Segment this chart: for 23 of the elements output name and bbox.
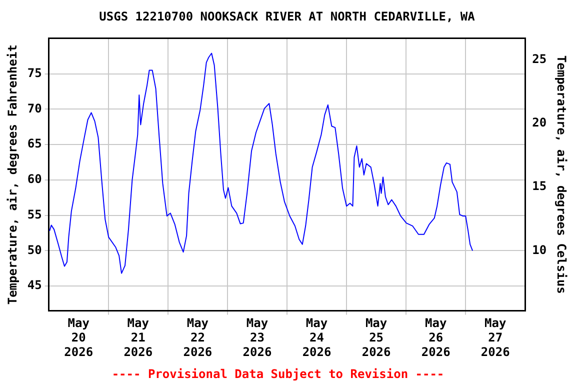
x-tick-label: May 25 2026 bbox=[362, 316, 391, 359]
y2-tick-label: 15 bbox=[532, 179, 547, 194]
chart-title: USGS 12210700 NOOKSACK RIVER AT NORTH CEDARVILLE, WA bbox=[99, 9, 476, 24]
x-tick-label: May 20 2026 bbox=[64, 316, 94, 359]
y2-tick-label: 20 bbox=[532, 115, 547, 130]
x-tick-label: May 27 2026 bbox=[480, 316, 510, 359]
x-tick-label: May 26 2026 bbox=[421, 316, 450, 359]
x-tick-label: May 21 2026 bbox=[124, 316, 153, 359]
text: ---- Provisional Data Subject to Revision ---- bbox=[112, 367, 444, 382]
y2-axis-title: Temperature, air, degrees Celsius bbox=[554, 55, 569, 294]
x-tick-label: May 22 2026 bbox=[183, 316, 212, 359]
x-tick-label: May 23 2026 bbox=[242, 316, 272, 359]
y-tick-label: 45 bbox=[27, 278, 42, 292]
y-axis-title: Temperature, air, degrees Fahrenheit bbox=[5, 44, 20, 305]
y2-tick-label: 10 bbox=[532, 242, 547, 257]
y-tick-label: 75 bbox=[27, 66, 42, 80]
x-tick-label: May 24 2026 bbox=[302, 316, 332, 359]
y-tick-label: 60 bbox=[27, 172, 42, 186]
y-tick-label: 50 bbox=[27, 242, 42, 257]
y-tick-label: 70 bbox=[27, 101, 42, 116]
y2-tick-label: 25 bbox=[532, 52, 547, 66]
y-tick-label: 65 bbox=[27, 136, 42, 151]
y-tick-label: 55 bbox=[27, 207, 42, 222]
